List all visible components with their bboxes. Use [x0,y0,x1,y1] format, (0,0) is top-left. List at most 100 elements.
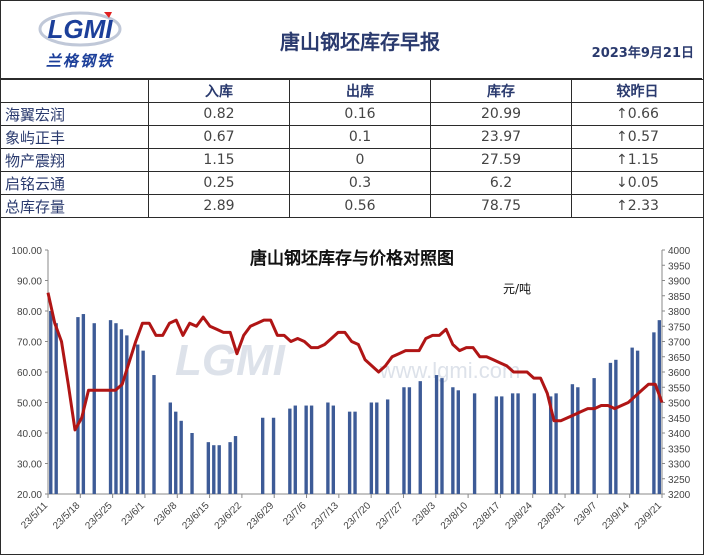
table-row: 象屿正丰 0.67 0.1 23.97 ↑0.57 [0,125,704,149]
lgmi-logo-mark: LGMI [38,11,122,47]
col-header-in: 入库 [148,79,290,103]
x-tick-label: 23/5/18 [51,500,83,532]
inventory-bar [92,323,96,494]
y-right-tick-label: 3450 [668,414,691,425]
y-left-tick-label: 40.00 [17,429,42,440]
y-left-tick-label: 60.00 [17,368,42,379]
x-tick-label: 23/6/29 [245,500,277,532]
y-left-tick-label: 20.00 [17,490,42,501]
inventory-bar [570,384,575,494]
x-tick-label: 23/8/3 [410,500,438,528]
x-tick-label: 23/8/17 [471,500,503,532]
inventory-bar [516,393,520,494]
stock-value: 78.75 [430,194,572,218]
x-tick-label: 23/6/8 [152,500,180,528]
report-title: 唐山钢坯库存早报 [280,30,440,54]
inventory-bar [233,436,238,494]
out-value: 0.1 [289,125,431,149]
y-right-tick-label: 3200 [668,490,691,501]
inventory-bar [260,417,265,494]
col-header-change: 较昨日 [571,79,704,103]
change-value: ↑2.33 [571,194,704,218]
inventory-bar [119,329,124,494]
y-right-tick-label: 3300 [668,460,691,471]
inventory-bar [331,405,336,494]
y-right-tick-label: 3250 [668,475,691,486]
inventory-bar [179,420,183,494]
inventory-bar [217,445,221,494]
col-header-stock: 库存 [430,79,572,103]
x-tick-label: 23/9/21 [633,500,665,532]
change-value: ↑1.15 [571,148,704,172]
y-left-tick-label: 100.00 [11,246,42,257]
inventory-bar [76,317,80,494]
change-number: 1.15 [627,152,659,168]
y-left-tick-label: 70.00 [17,338,42,349]
price-unit-label: 元/吨 [503,282,532,296]
report-date: 2023年9月21日 [591,46,694,61]
inventory-bar [494,396,499,494]
logo-mark-text: LGMI [48,14,114,44]
inventory-bar [418,381,422,494]
chart-canvas: LGMI www.lgmi.com20.0030.0040.0050.0060.0… [11,246,691,532]
x-tick-label: 23/5/11 [19,500,50,531]
inventory-bar [369,402,374,494]
change-number: 0.05 [627,175,659,191]
y-right-tick-label: 3500 [668,399,691,410]
y-left-tick-label: 50.00 [17,399,42,410]
inventory-bar [456,390,460,494]
inventory-bar [136,344,140,494]
inventory-bar [500,396,504,494]
arrow-up-icon: ↑ [616,106,628,122]
inventory-bar [326,402,330,494]
out-value: 0.3 [289,171,431,195]
inventory-bar [353,411,357,494]
inventory-bar [402,387,406,494]
inventory-table: 入库 出库 库存 较昨日 海翼宏润 0.82 0.16 20.99 ↑0.66 象屿正丰 0… [0,79,704,218]
table-body: 海翼宏润 0.82 0.16 20.99 ↑0.66 象屿正丰 0.67 0.1 23.97 ↑0… [0,102,704,218]
x-tick-label: 23/6/1 [120,500,148,528]
inventory-bar [108,320,113,494]
inventory-bar [510,393,515,494]
inventory-bar [141,350,145,494]
x-tick-label: 23/7/27 [374,500,406,532]
inventory-bar [440,378,444,494]
inventory-bar [657,320,662,494]
inventory-bar [592,378,596,494]
y-right-tick-label: 3600 [668,368,691,379]
arrow-up-icon: ↑ [616,152,628,168]
arrow-up-icon: ↑ [616,129,628,145]
inventory-bar [206,442,211,494]
change-number: 0.57 [627,129,659,145]
col-header-name [0,79,149,103]
inventory-bar [451,387,455,494]
x-tick-label: 23/7/20 [342,500,374,532]
arrow-up-icon: ↑ [616,198,628,214]
y-right-tick-label: 3850 [668,292,691,303]
table-row: 物产震翔 1.15 0 27.59 ↑1.15 [0,148,704,172]
report-header: LGMI 兰格钢铁 唐山钢坯库存早报 2023年9月21日 [0,0,702,79]
out-value: 0.16 [289,102,431,126]
change-value: ↑0.66 [571,102,704,126]
in-value: 0.82 [148,102,290,126]
y-left-tick-label: 90.00 [17,277,42,288]
inventory-bar [434,375,439,494]
inventory-bar [49,311,53,494]
x-tick-label: 23/7/13 [310,500,342,532]
inventory-bar [271,417,276,494]
y-right-tick-label: 3550 [668,383,691,394]
y-left-tick-label: 30.00 [17,460,42,471]
inventory-bar [288,408,292,494]
inventory-bar [635,350,640,494]
x-tick-label: 23/9/14 [600,500,632,532]
arrow-down-icon: ↓ [616,175,628,191]
inventory-bar [347,411,352,494]
y-left-tick-label: 80.00 [17,307,42,318]
inventory-bar [293,405,297,494]
change-value: ↑0.57 [571,125,704,149]
inventory-bar [168,402,172,494]
out-value: 0 [289,148,431,172]
change-number: 0.66 [627,106,659,122]
x-tick-label: 23/8/24 [503,500,535,532]
inventory-bar [614,359,618,494]
